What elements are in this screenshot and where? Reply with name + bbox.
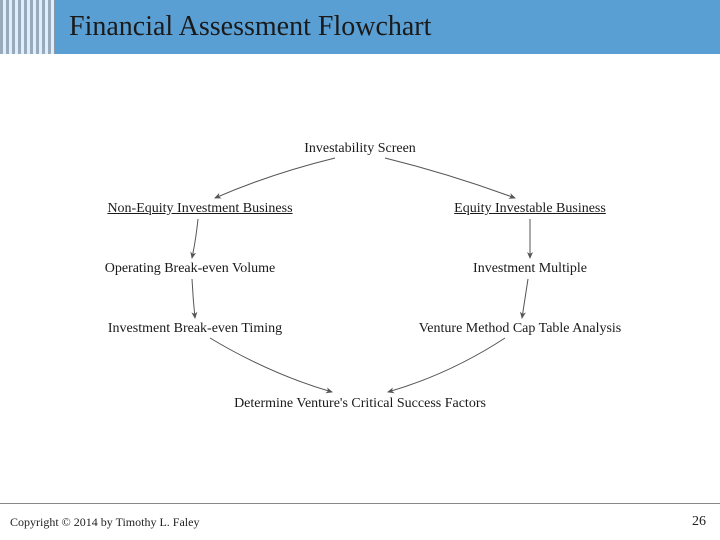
flowchart-node-left3: Investment Break-even Timing: [108, 321, 282, 337]
page-number: 26: [692, 514, 706, 530]
edge-left2-left3: [192, 279, 195, 318]
header-bar: Financial Assessment Flowchart: [0, 0, 720, 54]
flowchart-node-right1: Equity Investable Business: [454, 201, 606, 217]
flowchart-node-right2: Investment Multiple: [473, 261, 587, 277]
edge-root-left1: [215, 158, 335, 198]
copyright-text: Copyright © 2014 by Timothy L. Faley: [10, 515, 199, 530]
edge-left3-sink: [210, 338, 332, 392]
footer: Copyright © 2014 by Timothy L. Faley 26: [0, 503, 720, 540]
flowchart-node-left1: Non-Equity Investment Business: [107, 201, 292, 217]
flowchart-node-left2: Operating Break-even Volume: [105, 261, 276, 277]
logo-image: [0, 0, 55, 54]
edge-right3-sink: [388, 338, 505, 392]
flowchart-node-right3: Venture Method Cap Table Analysis: [419, 321, 622, 337]
flowchart-area: Investability Screen Non-Equity Investmen…: [0, 54, 720, 500]
edge-right2-right3: [522, 279, 528, 318]
edge-left1-left2: [192, 219, 198, 258]
slide-title: Financial Assessment Flowchart: [69, 11, 431, 43]
flowchart-node-sink: Determine Venture's Critical Success Fac…: [234, 396, 486, 412]
flowchart-node-root: Investability Screen: [304, 141, 416, 157]
flowchart-edges: [0, 54, 720, 500]
edge-root-right1: [385, 158, 515, 198]
